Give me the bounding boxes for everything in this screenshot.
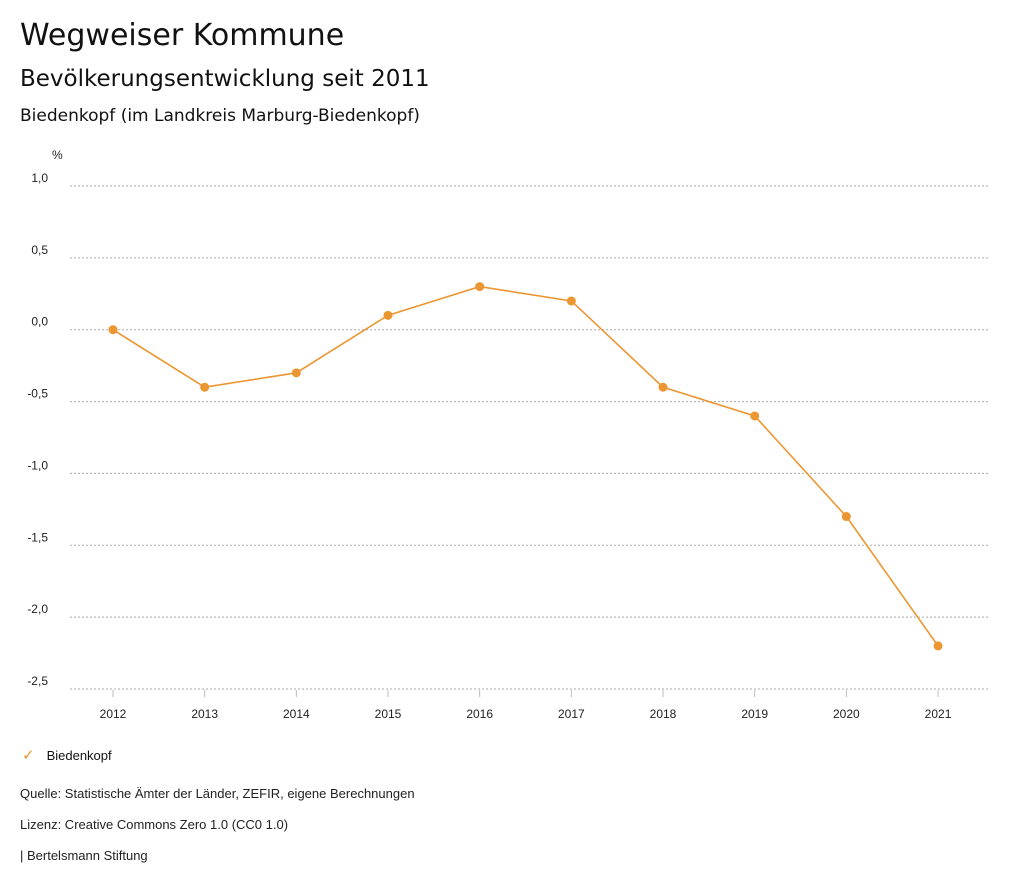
data-point-2018[interactable] (658, 382, 668, 392)
data-point-2012[interactable] (108, 325, 118, 335)
y-tick-label: -2,5 (27, 674, 48, 688)
chart-subtitle: Bevölkerungsentwicklung seit 2011 (20, 66, 430, 92)
data-point-2017[interactable] (566, 296, 576, 306)
data-point-2015[interactable] (383, 310, 393, 320)
y-tick-label: -1,0 (27, 458, 48, 472)
data-point-2016[interactable] (475, 282, 485, 292)
data-point-2014[interactable] (291, 368, 301, 378)
legend-item-biedenkopf[interactable]: ✓ Biedenkopf (22, 746, 112, 764)
data-point-2020[interactable] (841, 512, 851, 522)
y-tick-label: -2,0 (27, 602, 48, 616)
x-tick-label: 2020 (833, 707, 860, 721)
publisher-note: | Bertelsmann Stiftung (20, 848, 148, 863)
x-tick-label: 2017 (558, 707, 585, 721)
data-point-2019[interactable] (750, 411, 760, 421)
x-tick-label: 2015 (375, 707, 402, 721)
x-tick-label: 2013 (191, 707, 218, 721)
page-title: Wegweiser Kommune (20, 18, 345, 53)
check-icon: ✓ (22, 747, 35, 764)
y-tick-label: 0,0 (31, 315, 48, 329)
y-tick-label: 0,5 (31, 243, 48, 257)
x-tick-label: 2021 (925, 707, 952, 721)
y-tick-label: -0,5 (27, 387, 48, 401)
x-tick-label: 2014 (283, 707, 310, 721)
data-point-2021[interactable] (933, 641, 943, 651)
x-tick-label: 2019 (741, 707, 768, 721)
region-title: Biedenkopf (im Landkreis Marburg-Biedenk… (20, 106, 420, 126)
y-tick-label: -1,5 (27, 530, 48, 544)
line-chart: % 1,0 0,5 0,0 -0,5 -1,0 -1,5 -2,0 -2,5 2012 2013 2… (27, 148, 990, 721)
x-tick-label: 2016 (466, 707, 493, 721)
source-note: Quelle: Statistische Ämter der Länder, Z… (20, 786, 415, 801)
x-tick-label: 2012 (100, 707, 127, 721)
data-point-2013[interactable] (200, 382, 210, 392)
license-note: Lizenz: Creative Commons Zero 1.0 (CC0 1… (20, 817, 289, 832)
legend-label: Biedenkopf (46, 747, 112, 763)
y-axis-unit: % (52, 148, 63, 162)
x-tick-label: 2018 (650, 707, 677, 721)
y-tick-label: 1,0 (31, 171, 48, 185)
series-line-biedenkopf (112, 285, 939, 647)
